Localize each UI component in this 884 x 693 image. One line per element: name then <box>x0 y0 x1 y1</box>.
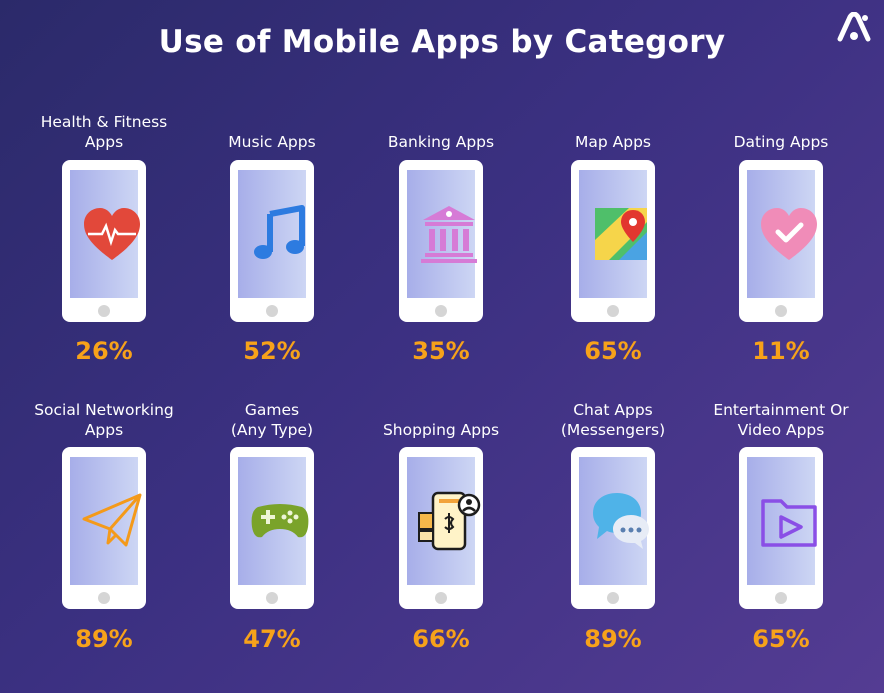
category-label-box: Social Networking Apps <box>20 396 188 440</box>
phone-home-button <box>775 305 787 317</box>
percentage-value: 65% <box>584 337 642 365</box>
category-tile: Dating Apps 11% <box>697 0 865 693</box>
phone-screen <box>747 457 817 585</box>
category-label-line: Video Apps <box>737 421 825 439</box>
phone-home-button <box>266 305 278 317</box>
percentage-value: 11% <box>752 337 810 365</box>
category-label-line: Health & Fitness <box>40 113 168 131</box>
phone-screen <box>579 170 647 298</box>
category-label: Map Apps <box>529 132 697 152</box>
category-label: Banking Apps <box>357 132 525 152</box>
category-label-box: Games (Any Type) <box>188 396 356 440</box>
phone-home-button <box>435 592 447 604</box>
phone-screen <box>238 457 309 585</box>
category-label: Games (Any Type) <box>188 400 356 440</box>
category-label-line: Social Networking <box>34 401 174 419</box>
phone-home-button <box>266 592 278 604</box>
video-folder-icon <box>761 499 817 547</box>
phone-frame <box>399 447 483 609</box>
phone-home-button <box>98 592 110 604</box>
phone-frame <box>230 447 314 609</box>
chart-title: Use of Mobile Apps by Category <box>158 24 726 60</box>
paper-plane-icon <box>82 493 142 547</box>
category-tile: Shopping Apps 66% <box>357 0 525 693</box>
category-label-line: Apps <box>84 421 124 439</box>
percentage-value: 65% <box>752 625 810 653</box>
category-label: Shopping Apps <box>357 420 525 440</box>
phone-frame <box>739 160 823 322</box>
category-tile: Health & Fitness Apps 26% <box>20 0 188 693</box>
category-label-box: Music Apps <box>188 108 356 152</box>
heart-check-icon <box>761 208 817 260</box>
category-label-line: Dating Apps <box>733 133 829 151</box>
phone-screen <box>70 457 142 585</box>
category-label-box: Dating Apps <box>697 108 865 152</box>
category-label-line: (Messengers) <box>560 421 666 439</box>
phone-screen <box>407 170 477 298</box>
phone-frame <box>62 447 146 609</box>
category-tile: Music Apps 52% <box>188 0 356 693</box>
category-label-line: Map Apps <box>575 133 651 151</box>
chat-bubbles-icon <box>593 493 649 549</box>
percentage-value: 26% <box>75 337 133 365</box>
category-tile: Games (Any Type) 47% <box>188 0 356 693</box>
phone-frame <box>62 160 146 322</box>
category-label-line: Shopping Apps <box>382 421 500 439</box>
category-label: Chat Apps (Messengers) <box>529 400 697 440</box>
phone-screen <box>407 457 481 585</box>
category-label-box: Banking Apps <box>357 108 525 152</box>
phone-screen <box>747 170 817 298</box>
category-label: Social Networking Apps <box>20 400 188 440</box>
phone-screen <box>579 457 649 585</box>
category-label-box: Shopping Apps <box>357 396 525 440</box>
category-label-box: Chat Apps (Messengers) <box>529 396 697 440</box>
phone-frame <box>399 160 483 322</box>
bank-icon <box>421 206 477 263</box>
category-label-line: Banking Apps <box>387 133 495 151</box>
category-label-line: Apps <box>84 133 124 151</box>
phone-frame <box>230 160 314 322</box>
phone-home-button <box>775 592 787 604</box>
category-tile: Map Apps 65% <box>529 0 697 693</box>
phone-home-button <box>607 305 619 317</box>
percentage-value: 52% <box>243 337 301 365</box>
category-label-box: Map Apps <box>529 108 697 152</box>
category-label: Dating Apps <box>697 132 865 152</box>
category-label-line: Games <box>244 401 300 419</box>
phone-home-button <box>98 305 110 317</box>
music-note-icon <box>254 205 305 259</box>
heart-pulse-icon <box>84 208 140 260</box>
category-label: Music Apps <box>188 132 356 152</box>
category-tile: Banking Apps 35% <box>357 0 525 693</box>
phone-home-button <box>435 305 447 317</box>
category-label: Health & Fitness Apps <box>20 112 188 152</box>
category-tile: Social Networking Apps 89% <box>20 0 188 693</box>
category-label-box: Entertainment Or Video Apps <box>697 396 865 440</box>
category-label-line: (Any Type) <box>230 421 314 439</box>
gamepad-icon <box>251 504 309 538</box>
category-label-line: Music Apps <box>228 133 316 151</box>
brand-logo-icon <box>837 12 871 42</box>
category-label-line: Entertainment Or <box>713 401 849 419</box>
percentage-value: 66% <box>412 625 470 653</box>
category-tile: Entertainment Or Video Apps 65% <box>697 0 865 693</box>
category-label-line: Chat Apps <box>573 401 653 419</box>
category-label: Entertainment Or Video Apps <box>697 400 865 440</box>
percentage-value: 35% <box>412 337 470 365</box>
percentage-value: 89% <box>584 625 642 653</box>
phone-home-button <box>607 592 619 604</box>
percentage-value: 89% <box>75 625 133 653</box>
category-label-box: Health & Fitness Apps <box>20 108 188 152</box>
phone-screen <box>238 170 306 298</box>
map-pin-icon <box>595 208 647 260</box>
phone-frame <box>571 447 655 609</box>
category-tile: Chat Apps (Messengers) 89% <box>529 0 697 693</box>
phone-screen <box>70 170 140 298</box>
percentage-value: 47% <box>243 625 301 653</box>
phone-frame <box>571 160 655 322</box>
phone-frame <box>739 447 823 609</box>
shopping-phone-icon <box>418 491 481 551</box>
